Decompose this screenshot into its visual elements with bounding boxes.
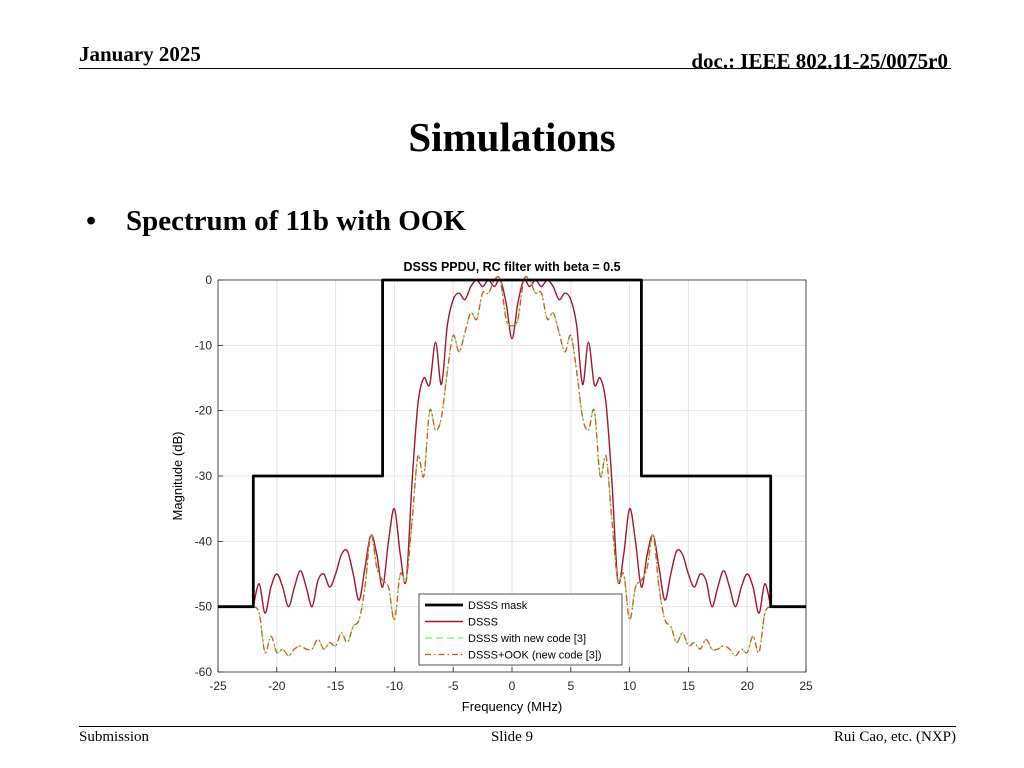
y-tick-label: -10 (195, 338, 213, 352)
footer-slide-number: Slide 9 (490, 729, 534, 745)
footer-author: Rui Cao, etc. (NXP) (833, 729, 956, 745)
y-tick-label: -50 (195, 600, 213, 614)
legend-label: DSSS+OOK (new code [3]) (468, 650, 602, 662)
bullet-item: • Spectrum of 11b with OOK (86, 205, 466, 238)
series-line-dsss (252, 278, 772, 614)
y-tick-label: -30 (195, 469, 213, 483)
x-tick-label: -20 (268, 679, 286, 693)
x-axis-label: Frequency (MHz) (462, 699, 562, 714)
series-line-dsss-with-new-code-3 (252, 275, 772, 657)
header-doc-id: doc.: IEEE 802.11-25/0075r0 (691, 49, 948, 73)
x-tick-label: -15 (327, 679, 345, 693)
legend-label: DSSS with new code [3] (468, 633, 586, 645)
x-tick-label: 25 (799, 679, 813, 693)
x-tick-label: 20 (741, 679, 755, 693)
plot-frame (217, 279, 807, 673)
x-tick-label: 10 (623, 679, 637, 693)
bullet-dot: • (86, 205, 97, 237)
legend-box (418, 593, 623, 666)
series-line-dsss-ook-new-code-3 (252, 275, 772, 657)
x-tick-label: 5 (567, 679, 574, 693)
header-date: January 2025 (79, 42, 201, 66)
bullet-text: Spectrum of 11b with OOK (126, 205, 466, 237)
legend-label: DSSS mask (468, 600, 528, 612)
x-tick-label: -25 (209, 679, 227, 693)
y-tick-label: 0 (205, 273, 212, 287)
x-tick-label: -10 (386, 679, 404, 693)
footer-divider (79, 726, 956, 727)
slide-title: Simulations (408, 114, 616, 160)
x-tick-label: 0 (509, 679, 516, 693)
y-tick-label: -20 (195, 404, 213, 418)
y-tick-label: -40 (195, 534, 213, 548)
header-divider (79, 68, 951, 69)
plot-area (218, 280, 806, 672)
legend-label: DSSS (468, 617, 498, 629)
series-line-dsss-mask (218, 278, 806, 609)
y-tick-label: -60 (195, 665, 213, 679)
y-axis-label: Magnitude (dB) (170, 432, 185, 521)
x-tick-label: 15 (682, 679, 696, 693)
x-tick-label: -5 (448, 679, 459, 693)
footer-submission: Submission (79, 729, 150, 745)
chart-title: DSSS PPDU, RC filter with beta = 0.5 (403, 260, 620, 274)
